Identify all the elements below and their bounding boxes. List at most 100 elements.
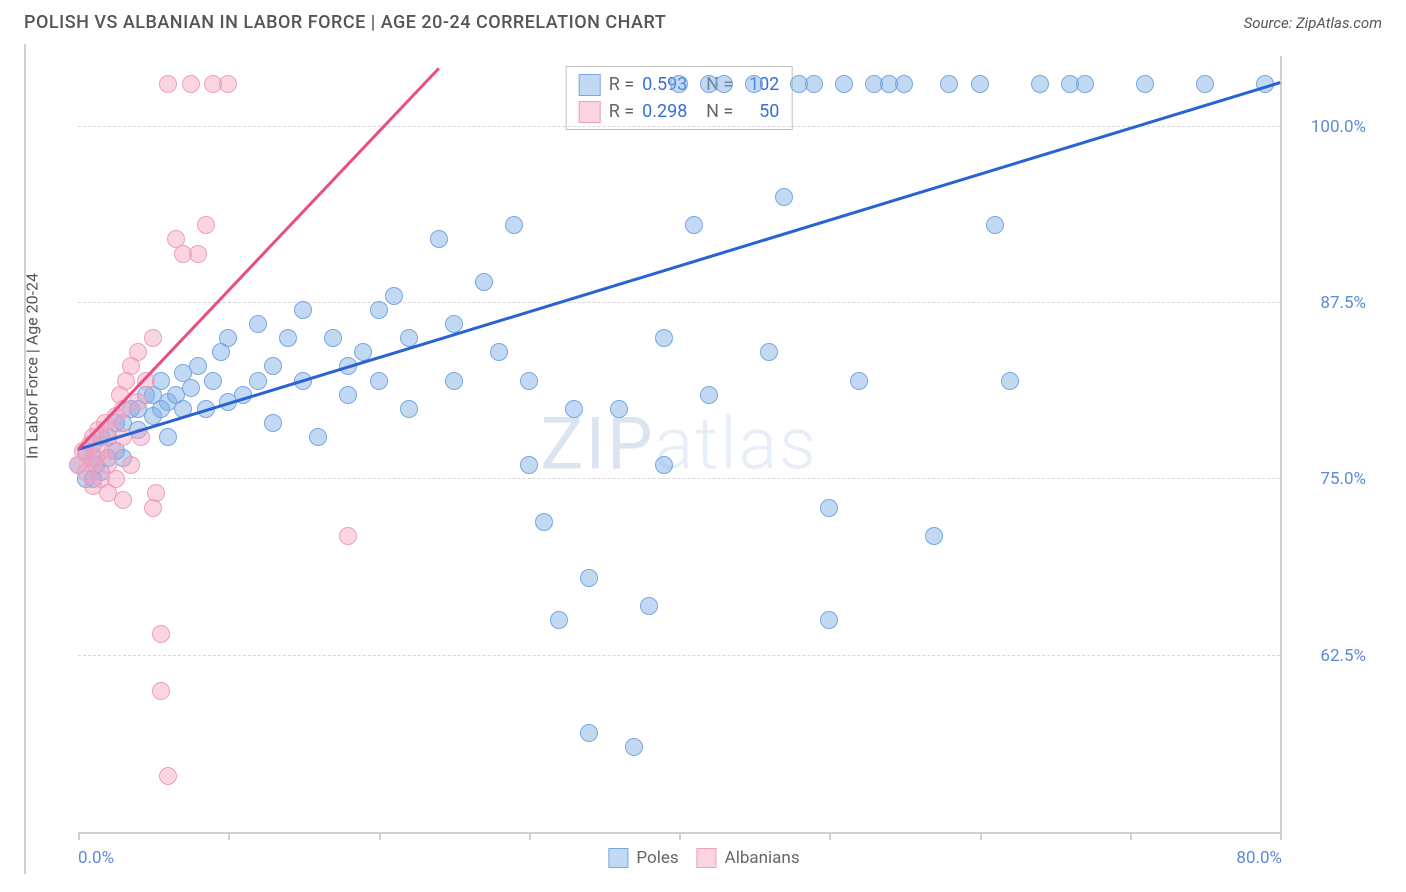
- bottom-legend: Poles Albanians: [608, 848, 799, 868]
- data-point: [580, 724, 598, 742]
- x-axis-min-label: 0.0%: [78, 848, 114, 868]
- data-point: [971, 75, 989, 93]
- gridline: [78, 302, 1280, 303]
- data-point: [152, 682, 170, 700]
- data-point: [182, 75, 200, 93]
- data-point: [144, 329, 162, 347]
- watermark: ZIPatlas: [540, 402, 817, 487]
- data-point: [625, 738, 643, 756]
- data-point: [219, 329, 237, 347]
- data-point: [535, 513, 553, 531]
- data-point: [430, 230, 448, 248]
- data-point: [685, 216, 703, 234]
- plot-area: ZIPatlas R =0.593N =102R =0.298N =50 62.…: [78, 56, 1282, 834]
- r-value: 0.298: [642, 98, 698, 125]
- gridline: [78, 478, 1280, 479]
- data-point: [850, 372, 868, 390]
- y-tick-label: 75.0%: [1320, 469, 1366, 489]
- source-attribution: Source: ZipAtlas.com: [1244, 14, 1382, 32]
- data-point: [159, 767, 177, 785]
- data-point: [159, 428, 177, 446]
- data-point: [129, 393, 147, 411]
- data-point: [745, 75, 763, 93]
- data-point: [1136, 75, 1154, 93]
- data-point: [122, 456, 140, 474]
- data-point: [940, 75, 958, 93]
- data-point: [400, 400, 418, 418]
- x-tick: [1130, 832, 1132, 840]
- data-point: [445, 372, 463, 390]
- data-point: [189, 245, 207, 263]
- legend-swatch: [579, 74, 601, 96]
- n-label: N =: [706, 98, 733, 125]
- data-point: [182, 379, 200, 397]
- x-tick: [679, 832, 681, 840]
- data-point: [670, 75, 688, 93]
- x-tick: [829, 832, 831, 840]
- data-point: [655, 456, 673, 474]
- y-tick-label: 87.5%: [1320, 293, 1366, 313]
- y-tick-label: 100.0%: [1311, 117, 1366, 137]
- data-point: [147, 484, 165, 502]
- data-point: [152, 625, 170, 643]
- x-tick: [529, 832, 531, 840]
- stats-row: R =0.298N =50: [579, 98, 780, 125]
- data-point: [107, 470, 125, 488]
- chart-container: In Labor Force | Age 20-24 ZIPatlas R = 0…: [24, 44, 1382, 874]
- x-tick: [228, 832, 230, 840]
- data-point: [204, 372, 222, 390]
- legend-swatch: [579, 101, 601, 123]
- data-point: [655, 329, 673, 347]
- data-point: [339, 527, 357, 545]
- legend-label: Poles: [636, 848, 678, 868]
- data-point: [805, 75, 823, 93]
- data-point: [820, 611, 838, 629]
- data-point: [1031, 75, 1049, 93]
- data-point: [264, 414, 282, 432]
- legend-swatch: [608, 848, 628, 868]
- data-point: [715, 75, 733, 93]
- data-point: [294, 301, 312, 319]
- data-point: [580, 569, 598, 587]
- x-tick: [379, 832, 381, 840]
- gridline: [78, 655, 1280, 656]
- data-point: [505, 216, 523, 234]
- data-point: [197, 216, 215, 234]
- data-point: [279, 329, 297, 347]
- data-point: [159, 75, 177, 93]
- data-point: [895, 75, 913, 93]
- n-value: 50: [741, 98, 779, 125]
- data-point: [385, 287, 403, 305]
- data-point: [370, 372, 388, 390]
- data-point: [925, 527, 943, 545]
- data-point: [835, 75, 853, 93]
- data-point: [700, 386, 718, 404]
- x-tick: [78, 832, 80, 840]
- trend-line: [78, 81, 1281, 451]
- data-point: [1196, 75, 1214, 93]
- data-point: [129, 343, 147, 361]
- chart-title: POLISH VS ALBANIAN IN LABOR FORCE | AGE …: [24, 12, 666, 33]
- r-label: R =: [609, 71, 634, 98]
- data-point: [219, 75, 237, 93]
- x-tick: [1280, 832, 1282, 840]
- data-point: [309, 428, 327, 446]
- data-point: [986, 216, 1004, 234]
- x-tick: [980, 832, 982, 840]
- legend-item: Albanians: [697, 848, 800, 868]
- data-point: [490, 343, 508, 361]
- data-point: [610, 400, 628, 418]
- y-axis-label: In Labor Force | Age 20-24: [23, 273, 42, 459]
- x-axis-max-label: 80.0%: [1236, 848, 1282, 868]
- data-point: [249, 315, 267, 333]
- data-point: [640, 597, 658, 615]
- data-point: [324, 329, 342, 347]
- data-point: [760, 343, 778, 361]
- data-point: [565, 400, 583, 418]
- data-point: [820, 499, 838, 517]
- gridline: [78, 126, 1280, 127]
- data-point: [550, 611, 568, 629]
- data-point: [114, 491, 132, 509]
- data-point: [264, 357, 282, 375]
- data-point: [370, 301, 388, 319]
